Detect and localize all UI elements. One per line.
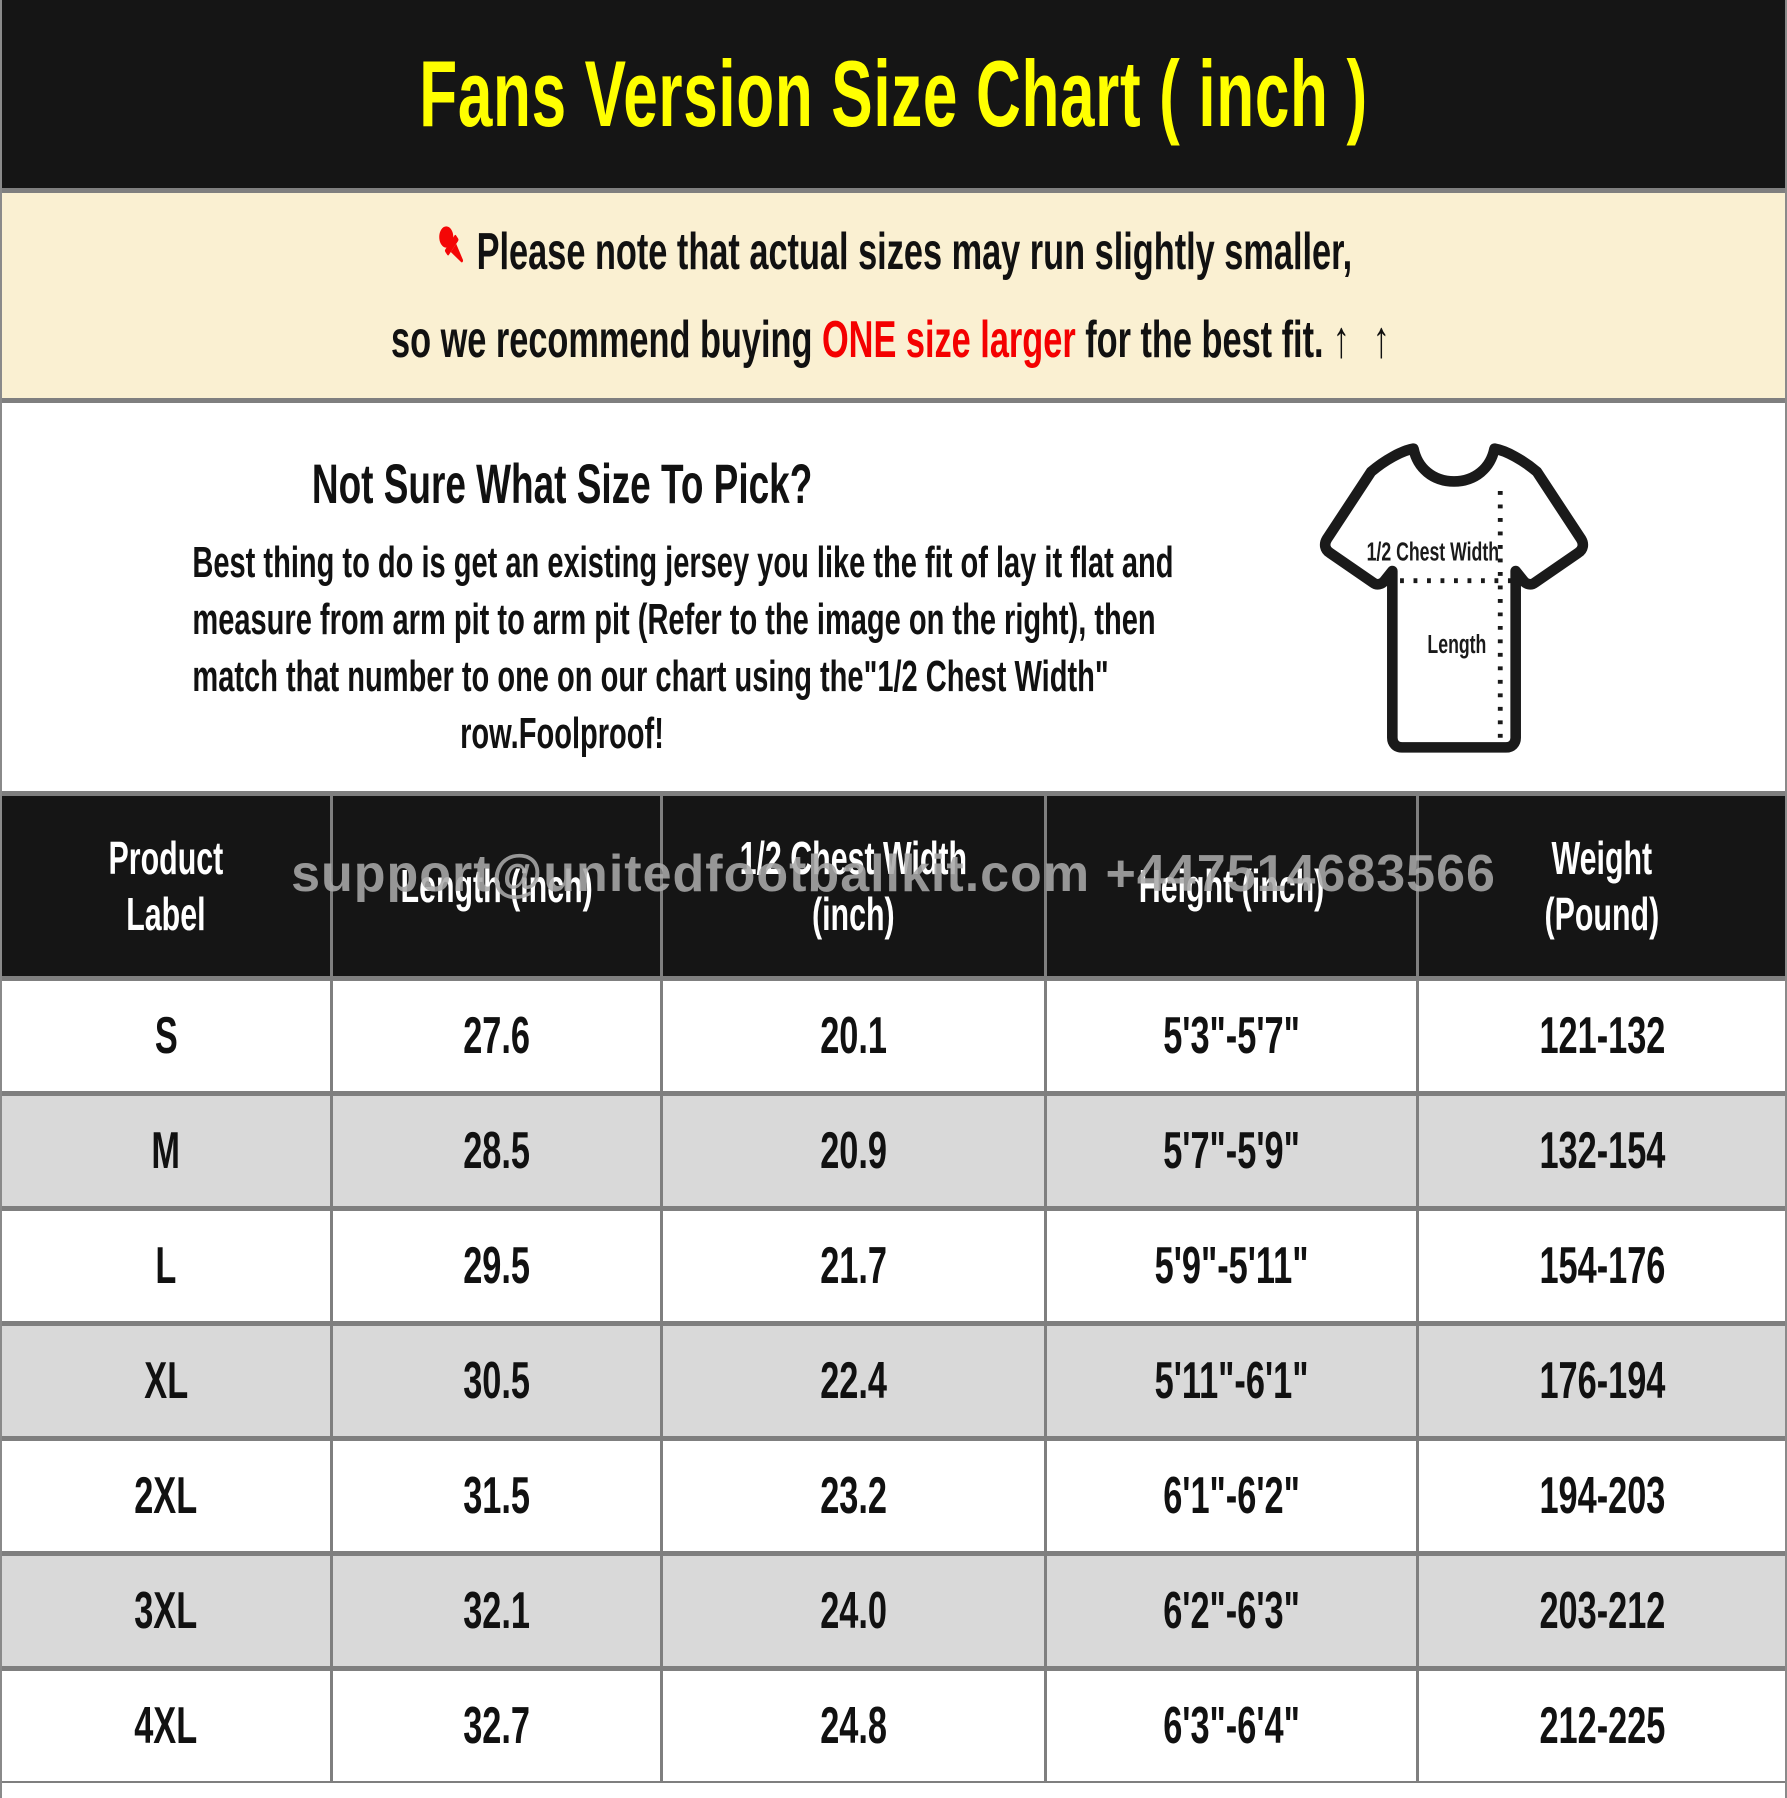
note-text-2b: for the best fit. xyxy=(1075,310,1324,369)
size-value-cell: 30.5 xyxy=(333,1326,660,1436)
up-arrows-icon: ↑ ↑ xyxy=(1332,310,1397,369)
size-value-cell: 32.1 xyxy=(333,1556,660,1666)
size-value-cell: 29.5 xyxy=(333,1211,660,1321)
size-value-cell: 5'7"-5'9" xyxy=(1047,1096,1416,1206)
column-header: 1/2 Chest Width (inch) xyxy=(663,796,1044,976)
column-header: Product Label xyxy=(2,796,330,976)
one-size-larger-highlight: ONE size larger xyxy=(821,310,1076,369)
note-text-2a: so we recommend buying xyxy=(390,310,822,369)
size-label-cell: 3XL xyxy=(2,1556,330,1666)
tshirt-outline-icon: 1/2 Chest Width Length xyxy=(1319,443,1588,753)
size-table: Product Label Length (inch) 1/2 Chest Widt… xyxy=(2,796,1785,1781)
size-label-cell: 4XL xyxy=(2,1671,330,1781)
size-value-cell: 212-225 xyxy=(1419,1671,1785,1781)
size-label-cell: L xyxy=(2,1211,330,1321)
guide-text-line: measure from arm pit to arm pit (Refer t… xyxy=(192,595,1156,644)
note-line-1: Please note that actual sizes may run sl… xyxy=(198,215,1589,289)
size-label-cell: 2XL xyxy=(2,1441,330,1551)
column-header: Length (inch) xyxy=(333,796,660,976)
guide-heading: Not Sure What Size To Pick? xyxy=(311,452,813,515)
size-label-cell: S xyxy=(2,981,330,1091)
note-banner: Please note that actual sizes may run sl… xyxy=(2,193,1785,403)
size-value-cell: 5'9"-5'11" xyxy=(1047,1211,1416,1321)
chest-width-label: 1/2 Chest Width xyxy=(1366,537,1498,566)
size-value-cell: 6'1"-6'2" xyxy=(1047,1441,1416,1551)
size-value-cell: 154-176 xyxy=(1419,1211,1785,1321)
size-value-cell: 28.5 xyxy=(333,1096,660,1206)
size-value-cell: 24.8 xyxy=(663,1671,1044,1781)
size-value-cell: 31.5 xyxy=(333,1441,660,1551)
size-label-cell: M xyxy=(2,1096,330,1206)
size-value-cell: 6'3"-6'4" xyxy=(1047,1671,1416,1781)
size-value-cell: 176-194 xyxy=(1419,1326,1785,1436)
size-value-cell: 194-203 xyxy=(1419,1441,1785,1551)
note-line-2: so we recommend buying ONE size larger f… xyxy=(132,303,1655,377)
page-title: Fans Version Size Chart ( inch ) xyxy=(419,41,1368,146)
size-value-cell: 203-212 xyxy=(1419,1556,1785,1666)
size-value-cell: 24.0 xyxy=(663,1556,1044,1666)
size-value-cell: 27.6 xyxy=(333,981,660,1091)
column-header: Weight (Pound) xyxy=(1419,796,1785,976)
guide-text-line: match that number to one on our chart us… xyxy=(192,652,1109,701)
guide-paragraph: Best thing to do is get an existing jers… xyxy=(2,534,1174,762)
sizing-guide-section: Not Sure What Size To Pick? Best thing t… xyxy=(2,403,1785,796)
guide-text-line: row.Foolproof! xyxy=(460,709,664,758)
note-text-1: Please note that actual sizes may run sl… xyxy=(476,222,1353,281)
size-value-cell: 21.7 xyxy=(663,1211,1044,1321)
size-value-cell: 32.7 xyxy=(333,1671,660,1781)
guide-text-line: Best thing to do is get an existing jers… xyxy=(192,538,1174,587)
title-bar: Fans Version Size Chart ( inch ) xyxy=(2,0,1785,193)
size-value-cell: 20.9 xyxy=(663,1096,1044,1206)
tshirt-diagram: 1/2 Chest Width Length xyxy=(1122,403,1785,757)
length-label: Length xyxy=(1427,630,1486,659)
size-value-cell: 20.1 xyxy=(663,981,1044,1091)
size-value-cell: 5'11"-6'1" xyxy=(1047,1326,1416,1436)
size-value-cell: 132-154 xyxy=(1419,1096,1785,1206)
size-label-cell: XL xyxy=(2,1326,330,1436)
size-table-section: support@unitedfootballkit.com +447514683… xyxy=(2,796,1785,1783)
size-value-cell: 121-132 xyxy=(1419,981,1785,1091)
size-value-cell: 6'2"-6'3" xyxy=(1047,1556,1416,1666)
size-value-cell: 5'3"-5'7" xyxy=(1047,981,1416,1091)
pushpin-icon xyxy=(439,225,464,262)
sizing-guide-text: Not Sure What Size To Pick? Best thing t… xyxy=(2,403,1174,762)
size-value-cell: 23.2 xyxy=(663,1441,1044,1551)
column-header: Height (inch) xyxy=(1047,796,1416,976)
size-value-cell: 22.4 xyxy=(663,1326,1044,1436)
